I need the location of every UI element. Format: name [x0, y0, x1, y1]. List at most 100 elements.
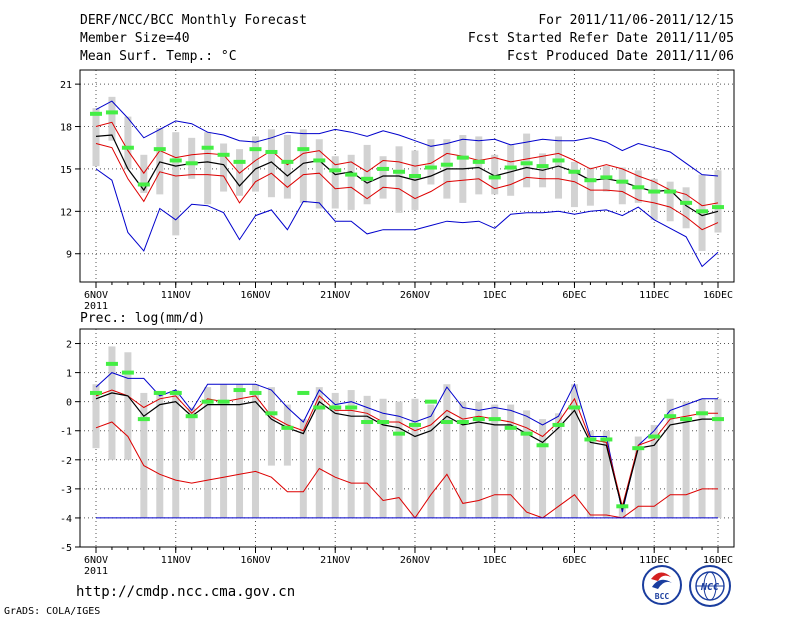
temperature-observed-mark: [408, 174, 421, 178]
produced-date: Fcst Produced Date 2011/11/06: [507, 49, 734, 64]
temperature-xtick-label: 1DEC: [483, 290, 507, 301]
temperature-ytick-label: 9: [66, 250, 72, 261]
temperature-observed-mark: [600, 175, 613, 180]
precipitation-xtick-label: 6NOV: [84, 555, 108, 566]
temperature-observed-mark: [552, 158, 565, 163]
precipitation-ytick-label: 2: [66, 340, 72, 351]
temperature-observed-mark: [297, 147, 310, 152]
precipitation-member-box: [236, 384, 244, 518]
precipitation-member-box: [634, 436, 642, 518]
precipitation-member-box: [220, 384, 228, 518]
precipitation-observed-mark: [456, 420, 469, 425]
precipitation-observed-mark: [201, 399, 214, 404]
precipitation-member-box: [172, 390, 180, 518]
precipitation-member-box: [539, 419, 547, 518]
temperature-member-box: [682, 187, 690, 229]
temperature-member-box: [92, 108, 100, 167]
precipitation-member-box: [523, 410, 531, 518]
precipitation-member-box: [586, 430, 594, 518]
temperature-observed-mark: [329, 168, 342, 173]
temperature-member-box: [666, 181, 674, 222]
temperature-observed-mark: [377, 166, 390, 171]
temperature-observed-mark: [90, 111, 102, 116]
temperature-observed-mark: [424, 165, 437, 170]
ncc-logo: NCC: [689, 565, 731, 607]
ncc-logo-text: NCC: [700, 582, 719, 593]
precipitation-member-box: [555, 413, 563, 518]
precipitation-member-box: [698, 398, 706, 518]
temperature-series-min: [95, 168, 719, 268]
precipitation-observed-mark: [361, 420, 374, 425]
precipitation-member-box: [427, 404, 435, 518]
bcc-logo-text: BCC: [655, 592, 670, 601]
temperature-observed-mark: [281, 159, 294, 164]
precipitation-observed-mark: [233, 388, 246, 393]
temperature-observed-mark: [536, 164, 549, 169]
temperature-observed-mark: [105, 110, 118, 115]
temperature-observed-mark: [169, 158, 182, 163]
bcc-logo-swirl-red: [651, 572, 671, 581]
temperature-observed-mark: [664, 189, 677, 194]
temperature-member-box: [475, 136, 483, 195]
temperature-member-box: [220, 143, 228, 192]
temperature-member-box: [124, 116, 132, 169]
precipitation-observed-mark: [584, 437, 597, 442]
precipitation-observed-mark: [329, 405, 342, 410]
temperature-member-box: [650, 178, 658, 220]
temperature-series-mean: [95, 134, 719, 217]
precipitation-member-box: [570, 384, 578, 518]
precipitation-ytick-label: 0: [66, 398, 72, 409]
precipitation-observed-mark: [249, 390, 262, 395]
precipitation-member-box: [650, 424, 658, 518]
temperature-member-box: [379, 156, 387, 199]
precipitation-observed-mark: [504, 425, 517, 430]
precipitation-observed-mark: [472, 417, 485, 422]
temperature-panel: 9 12 15 18 21 6NOV 11NOV 16NOV 21NOV 26NOV 1DEC 6DE…: [60, 69, 735, 312]
precipitation-variable-label: Prec.: log(mm/d): [80, 311, 205, 326]
temperature-axes: 9 12 15 18 21 6NOV 11NOV 16NOV 21NOV 26NOV 1DEC 6DE…: [60, 69, 735, 312]
precipitation-xtick-label: 26NOV: [400, 555, 430, 566]
precipitation-member-box: [602, 430, 610, 518]
temperature-member-box: [523, 133, 531, 188]
precipitation-xtick-label: 1DEC: [483, 555, 507, 566]
temperature-observed-mark: [680, 200, 693, 205]
precipitation-observed-mark: [696, 411, 709, 416]
temperature-ytick-label: 12: [60, 207, 72, 218]
precipitation-member-box: [666, 398, 674, 518]
precipitation-observed-mark: [712, 417, 724, 422]
temperature-observed-mark: [520, 161, 533, 166]
precipitation-observed-marks: [90, 361, 724, 509]
temperature-xtick-label: 21NOV: [320, 290, 350, 301]
temperature-member-box: [236, 149, 244, 196]
grads-credit: GrADS: COLA/IGES: [4, 606, 100, 617]
precipitation-observed-mark: [552, 422, 565, 427]
precipitation-frame: [79, 328, 735, 548]
temperature-frame: [79, 69, 735, 283]
forecast-period: For 2011/11/06-2011/12/15: [538, 13, 734, 28]
precipitation-ytick-label: 1: [66, 369, 72, 380]
precipitation-year-label: 2011: [84, 566, 108, 577]
temperature-lines: [95, 100, 719, 268]
bcc-logo-ring: [642, 565, 682, 605]
precipitation-member-box: [188, 407, 196, 460]
precipitation-member-boxes: [92, 346, 722, 518]
temperature-member-box: [347, 154, 355, 210]
precipitation-observed-mark: [536, 443, 549, 448]
temperature-series-upper: [95, 121, 719, 207]
precipitation-ytick-label: -3: [60, 485, 72, 496]
temperature-observed-mark: [361, 176, 374, 181]
source-url[interactable]: http://cmdp.ncc.cma.gov.cn: [76, 584, 295, 600]
bcc-logo: BCC: [642, 565, 682, 605]
precipitation-observed-mark: [664, 414, 677, 419]
temperature-member-box: [299, 129, 307, 203]
precipitation-observed-mark: [281, 425, 294, 430]
temperature-observed-mark: [217, 152, 230, 157]
precipitation-observed-mark: [408, 422, 421, 427]
precipitation-observed-mark: [90, 390, 102, 395]
temperature-observed-mark: [584, 178, 597, 183]
precipitation-observed-mark: [568, 405, 581, 410]
precipitation-ytick-label: -1: [60, 427, 72, 438]
precipitation-observed-mark: [121, 370, 134, 375]
precipitation-xtick-label: 16NOV: [240, 555, 270, 566]
